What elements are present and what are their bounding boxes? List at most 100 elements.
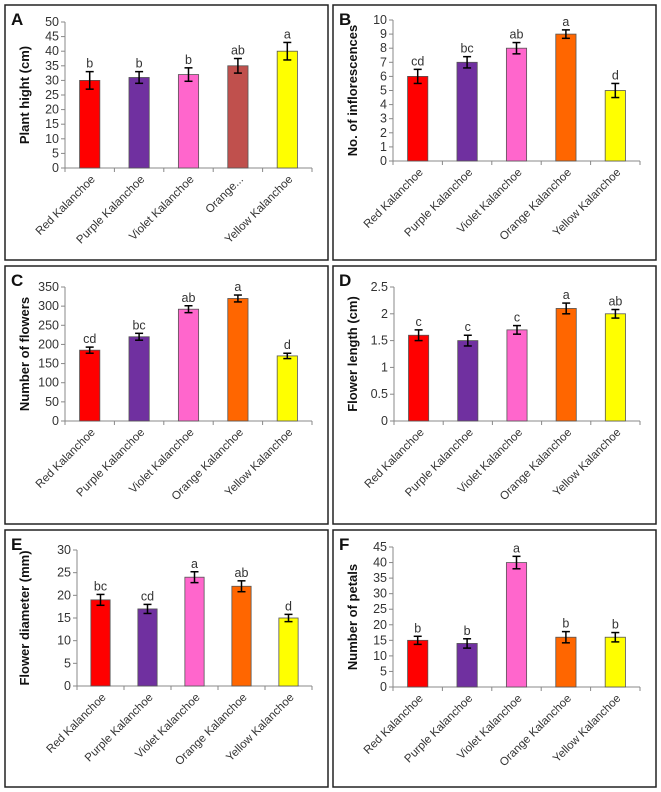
- y-tick-label: 0: [381, 414, 388, 428]
- bar: [506, 329, 528, 422]
- panel-C: C 0 50 100 150 200 250 300 350 Number of flowers c…: [4, 265, 329, 525]
- bar: [184, 576, 205, 687]
- y-tick-label: 5: [380, 84, 387, 98]
- y-tick-label: 15: [45, 117, 59, 131]
- y-tick-label: 2: [380, 126, 387, 140]
- bar: [276, 50, 298, 169]
- y-tick-label: 3: [380, 112, 387, 126]
- y-tick-label: 40: [45, 44, 59, 58]
- significance-letter: cd: [411, 54, 424, 68]
- y-tick-label: 10: [45, 132, 59, 146]
- y-axis-label: Number of flowers: [17, 297, 32, 411]
- y-tick-label: 45: [373, 540, 387, 554]
- significance-letter: a: [284, 27, 291, 41]
- y-tick-label: 20: [57, 588, 71, 602]
- panel-letter: D: [339, 271, 351, 290]
- y-tick-label: 40: [373, 556, 387, 570]
- y-tick-label: 8: [380, 41, 387, 55]
- panel-border: [4, 265, 329, 525]
- significance-letter: d: [285, 599, 292, 613]
- y-tick-label: 35: [45, 59, 59, 73]
- bar: [555, 308, 577, 422]
- y-tick-label: 0.5: [371, 387, 388, 401]
- bar: [90, 599, 111, 687]
- panel-border: [332, 529, 657, 788]
- y-tick-label: 50: [45, 395, 59, 409]
- bar: [227, 298, 249, 422]
- bar: [79, 80, 101, 169]
- bar: [505, 47, 528, 162]
- y-tick-label: 30: [45, 73, 59, 87]
- bar: [604, 636, 626, 688]
- panel-letter: E: [11, 535, 22, 554]
- y-tick-label: 5: [380, 664, 387, 678]
- bar: [407, 76, 429, 162]
- significance-letter: ab: [182, 291, 196, 305]
- bar: [457, 340, 479, 422]
- bar: [604, 90, 626, 162]
- bar: [231, 585, 252, 687]
- significance-letter: d: [284, 338, 291, 352]
- y-tick-label: 15: [373, 633, 387, 647]
- y-tick-label: 7: [380, 55, 387, 69]
- y-axis-label: Plant hight (cm): [17, 46, 32, 144]
- bar: [604, 313, 626, 422]
- y-tick-label: 2: [381, 307, 388, 321]
- significance-letter: a: [563, 288, 570, 302]
- bar: [505, 562, 528, 688]
- significance-letter: c: [514, 311, 520, 325]
- bar: [408, 334, 430, 422]
- y-tick-label: 0: [64, 679, 71, 693]
- y-tick-label: 10: [373, 13, 387, 27]
- bar: [407, 639, 429, 688]
- significance-letter: ab: [231, 44, 245, 58]
- bar: [128, 336, 150, 422]
- bar: [555, 636, 577, 688]
- y-tick-label: 45: [45, 30, 59, 44]
- panel-border: [332, 4, 657, 261]
- y-tick-label: 20: [373, 618, 387, 632]
- y-tick-label: 4: [380, 98, 387, 112]
- significance-letter: b: [185, 53, 192, 67]
- significance-letter: d: [612, 68, 619, 82]
- y-tick-label: 150: [38, 357, 59, 371]
- significance-letter: c: [465, 320, 471, 334]
- y-tick-label: 25: [45, 88, 59, 102]
- bar: [137, 608, 158, 687]
- bar: [456, 643, 478, 688]
- panel-letter: C: [11, 271, 23, 290]
- panel-border: [332, 265, 657, 525]
- y-tick-label: 35: [373, 571, 387, 585]
- y-tick-label: 100: [38, 376, 59, 390]
- y-tick-label: 15: [57, 611, 71, 625]
- y-tick-label: 0: [52, 414, 59, 428]
- bar: [276, 355, 298, 422]
- panel-letter: F: [339, 535, 349, 554]
- y-tick-label: 5: [52, 146, 59, 160]
- significance-letter: bc: [460, 42, 473, 56]
- y-axis-label: Number of petals: [345, 564, 360, 670]
- significance-letter: ab: [235, 566, 249, 580]
- panel-letter: B: [339, 10, 351, 29]
- significance-letter: cd: [83, 332, 96, 346]
- bar: [456, 61, 478, 162]
- significance-letter: a: [513, 541, 520, 555]
- bar: [128, 77, 150, 169]
- y-tick-label: 250: [38, 318, 59, 332]
- y-tick-label: 10: [373, 649, 387, 663]
- significance-letter: b: [86, 57, 93, 71]
- y-tick-label: 0: [380, 154, 387, 168]
- y-tick-label: 20: [45, 103, 59, 117]
- bar: [177, 74, 200, 169]
- y-axis-label: No. of inflorescences: [345, 25, 360, 156]
- significance-letter: c: [415, 315, 421, 329]
- y-tick-label: 10: [57, 634, 71, 648]
- y-tick-label: 9: [380, 27, 387, 41]
- bar: [278, 617, 299, 687]
- panel-border: [4, 4, 329, 261]
